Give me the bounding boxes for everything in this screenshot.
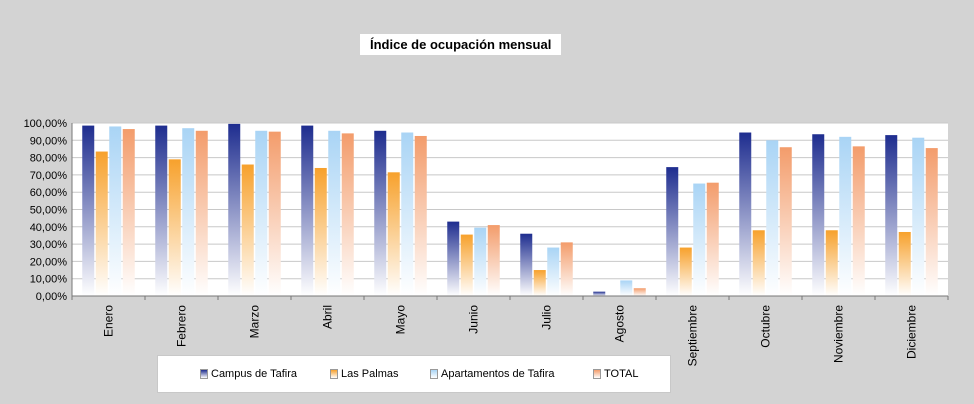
bar-total-julio	[560, 242, 573, 296]
bar-apartamentos-de-tafira-enero	[109, 126, 122, 297]
legend-item: TOTAL	[593, 368, 638, 380]
y-tick-label: 90,00%	[30, 135, 68, 147]
x-tick-label: Febrero	[175, 305, 189, 347]
bar-apartamentos-de-tafira-noviembre	[839, 136, 852, 296]
x-tick-label: Mayo	[394, 305, 408, 335]
bar-total-enero	[122, 129, 135, 296]
bar-campus-de-tafira-noviembre	[812, 134, 825, 296]
bar-las-palmas-junio	[460, 234, 473, 296]
bar-campus-de-tafira-diciembre	[885, 135, 898, 296]
legend-item: Campus de Tafira	[200, 368, 297, 380]
bar-total-junio	[487, 225, 500, 296]
x-tick-label: Octubre	[759, 305, 773, 348]
x-tick-label: Marzo	[248, 305, 262, 339]
x-tick-label: Diciembre	[905, 305, 919, 359]
bar-campus-de-tafira-septiembre	[666, 167, 679, 296]
bar-las-palmas-abril	[314, 167, 327, 296]
bar-apartamentos-de-tafira-octubre	[766, 140, 779, 296]
x-tick-label: Noviembre	[832, 305, 846, 363]
bar-total-diciembre	[925, 148, 938, 296]
bar-las-palmas-julio	[533, 270, 546, 296]
grid-lines	[72, 122, 948, 297]
bar-las-palmas-noviembre	[825, 230, 838, 296]
bar-campus-de-tafira-junio	[447, 221, 460, 296]
bar-las-palmas-marzo	[241, 164, 254, 296]
bar-apartamentos-de-tafira-abril	[328, 130, 341, 296]
bar-total-noviembre	[852, 146, 865, 296]
bar-campus-de-tafira-febrero	[155, 125, 168, 296]
legend-item: Apartamentos de Tafira	[430, 368, 555, 380]
bar-apartamentos-de-tafira-septiembre	[693, 183, 706, 296]
x-tick-label: Julio	[540, 305, 554, 330]
legend-swatch	[200, 369, 208, 379]
bar-campus-de-tafira-marzo	[228, 123, 241, 297]
bar-total-mayo	[414, 135, 427, 296]
x-tick-label: Enero	[102, 305, 116, 337]
legend-label: Las Palmas	[341, 368, 399, 380]
legend-label: TOTAL	[604, 368, 639, 380]
bar-total-marzo	[268, 131, 281, 296]
bar-apartamentos-de-tafira-junio	[474, 227, 487, 296]
bar-las-palmas-mayo	[387, 172, 400, 296]
bar-campus-de-tafira-octubre	[739, 132, 752, 296]
legend-label: Apartamentos de Tafira	[441, 368, 555, 380]
y-tick-label: 80,00%	[30, 153, 68, 165]
bar-las-palmas-febrero	[168, 159, 181, 296]
bar-total-febrero	[195, 130, 208, 296]
legend-swatch	[330, 369, 338, 379]
bar-las-palmas-enero	[95, 151, 108, 296]
legend-swatch	[593, 369, 601, 379]
bars	[82, 123, 938, 297]
bar-las-palmas-diciembre	[898, 231, 911, 296]
legend-swatch	[430, 369, 438, 379]
x-tick-label: Septiembre	[686, 305, 700, 367]
x-tick-label: Junio	[467, 305, 481, 334]
x-tick-label: Agosto	[613, 305, 627, 343]
axis-labels: 0,00% 10,00% 20,00% 30,00% 40,00% 50,00% 60,00…	[24, 118, 919, 366]
bar-total-agosto	[633, 288, 646, 296]
bar-apartamentos-de-tafira-mayo	[401, 132, 414, 296]
legend-item: Las Palmas	[330, 368, 398, 380]
bar-total-septiembre	[706, 182, 719, 296]
y-tick-label: 70,00%	[30, 170, 68, 182]
bar-apartamentos-de-tafira-diciembre	[912, 137, 925, 296]
y-tick-label: 30,00%	[30, 239, 68, 251]
y-tick-label: 50,00%	[30, 205, 68, 217]
bar-campus-de-tafira-agosto	[593, 291, 606, 296]
y-tick-label: 10,00%	[30, 274, 68, 286]
bar-las-palmas-septiembre	[679, 247, 692, 296]
y-tick-label: 100,00%	[24, 118, 68, 130]
legend: Campus de Tafira Las Palmas Apartamentos d…	[157, 355, 671, 393]
bar-total-abril	[341, 133, 354, 296]
y-tick-label: 20,00%	[30, 256, 68, 268]
chart-title: Índice de ocupación mensual	[360, 34, 562, 55]
y-tick-label: 40,00%	[30, 222, 68, 234]
bar-campus-de-tafira-mayo	[374, 130, 387, 296]
bar-campus-de-tafira-enero	[82, 125, 95, 296]
bar-apartamentos-de-tafira-febrero	[182, 128, 195, 296]
legend-label: Campus de Tafira	[211, 368, 298, 380]
bar-campus-de-tafira-julio	[520, 233, 533, 296]
bar-apartamentos-de-tafira-marzo	[255, 130, 268, 296]
bar-total-octubre	[779, 147, 792, 296]
axes	[71, 123, 949, 300]
bar-apartamentos-de-tafira-julio	[547, 247, 560, 296]
bar-las-palmas-octubre	[752, 230, 765, 296]
y-tick-label: 0,00%	[36, 291, 67, 303]
bar-campus-de-tafira-abril	[301, 125, 314, 296]
bar-apartamentos-de-tafira-agosto	[620, 280, 633, 296]
x-tick-label: Abril	[321, 305, 335, 329]
y-tick-label: 60,00%	[30, 187, 68, 199]
